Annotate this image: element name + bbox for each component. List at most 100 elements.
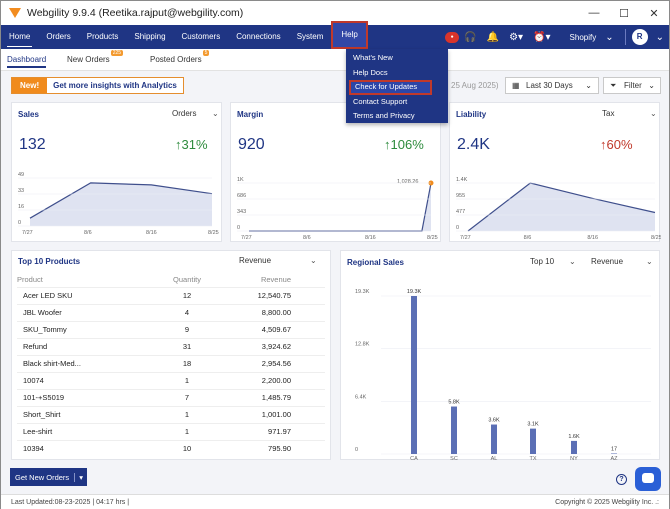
- sales-delta-value: 31%: [181, 137, 208, 152]
- filter-chevron-down-icon: ⌄: [648, 81, 655, 90]
- menu-help-docs[interactable]: Help Docs: [353, 67, 388, 77]
- maximize-button[interactable]: ☐: [619, 7, 629, 20]
- date-range-label: Last 30 Days: [526, 81, 573, 90]
- x-tick-label: AZ: [610, 456, 618, 461]
- bell-icon[interactable]: 🔔: [486, 31, 500, 43]
- menu-check-for-updates[interactable]: Check for Updates: [349, 80, 432, 95]
- cell-revenue: 2,200.00: [227, 371, 325, 389]
- nav-home[interactable]: Home: [1, 25, 38, 49]
- data-label: 3.6K: [488, 418, 500, 424]
- cell-quantity: 1: [147, 405, 227, 423]
- top-products-title: Top 10 Products: [18, 257, 81, 266]
- cell-product: Acer LED SKU: [17, 286, 147, 304]
- nav-system[interactable]: System: [296, 32, 324, 41]
- table-row: 10074 1 2,200.00: [17, 371, 325, 389]
- store-chevron-down-icon[interactable]: ⌄: [605, 31, 614, 43]
- cell-revenue: 795.90: [227, 439, 325, 457]
- x-tick-label: 7/27: [22, 230, 33, 236]
- user-avatar[interactable]: R: [631, 29, 648, 45]
- liability-delta-value: 60%: [606, 137, 633, 152]
- webgility-logo-icon: [9, 7, 21, 19]
- menu-contact-support[interactable]: Contact Support: [353, 96, 408, 106]
- window-title: Webgility 9.9.4 (Reetika.rajput@webgilit…: [27, 7, 244, 19]
- table-row: Lee-shirt 1 971.97: [17, 422, 325, 440]
- close-button[interactable]: ✕: [649, 7, 659, 20]
- date-range-text: 25 Aug 2025): [451, 81, 499, 90]
- top-products-table: Product Quantity Revenue Acer LED SKU 12 1…: [17, 272, 325, 457]
- top-products-chevron-down-icon[interactable]: ⌄: [310, 256, 317, 265]
- regional-metric-chevron-down-icon[interactable]: ⌄: [646, 257, 653, 266]
- x-tick-label: 7/27: [460, 235, 471, 241]
- nav-shipping[interactable]: Shipping: [134, 32, 166, 41]
- nav-help[interactable]: Help: [331, 21, 368, 49]
- settings-icon[interactable]: ⚙▾: [509, 31, 524, 43]
- liability-value: 2.4K: [457, 136, 490, 153]
- avatar-chevron-down-icon[interactable]: ⌄: [655, 31, 664, 43]
- store-selector[interactable]: Shopify: [569, 32, 597, 42]
- headset-icon[interactable]: 🎧: [464, 31, 477, 43]
- analytics-promo[interactable]: New! Get more insights with Analytics: [11, 77, 184, 94]
- cell-quantity: 4: [147, 303, 227, 321]
- y-tick-label: 686: [237, 193, 246, 199]
- get-orders-chevron-down-icon[interactable]: ▾: [74, 472, 87, 482]
- cell-quantity: 12: [147, 286, 227, 304]
- menu-terms-and-privacy[interactable]: Terms and Privacy: [353, 111, 415, 120]
- tab-new-orders[interactable]: New Orders 225: [67, 50, 124, 64]
- last-updated: Last Updated:08-23-2025 | 04:17 hrs |: [11, 499, 130, 506]
- nav-customers[interactable]: Customers: [181, 32, 221, 41]
- new-tag: New!: [12, 78, 48, 93]
- tab-dashboard[interactable]: Dashboard: [7, 55, 47, 68]
- new-feature-badge-icon[interactable]: ●: [445, 31, 460, 43]
- x-tick-label: 8/16: [365, 235, 376, 241]
- regional-top-select[interactable]: Top 10: [530, 257, 555, 266]
- margin-delta: ↑106%: [384, 137, 424, 152]
- regional-top-chevron-down-icon[interactable]: ⌄: [569, 257, 576, 266]
- cell-quantity: 31: [147, 337, 227, 355]
- get-new-orders-label: Get New Orders: [15, 472, 70, 482]
- y-tick-label: 6.4K: [355, 394, 367, 400]
- date-range-select[interactable]: ▦ Last 30 Days ⌄: [505, 77, 599, 94]
- help-dropdown-menu: What's New Help Docs Check for Updates C…: [346, 49, 448, 123]
- regional-metric-select[interactable]: Revenue: [591, 257, 624, 266]
- arrow-up-icon: ↑: [175, 137, 182, 152]
- chat-icon[interactable]: [635, 467, 661, 491]
- y-tick-label: 0: [456, 225, 459, 231]
- calendar-icon: ▦: [512, 81, 520, 90]
- top-products-body: Acer LED SKU 12 12,540.75 JBL Woofer 4 8,800.…: [17, 286, 325, 457]
- x-tick-label: 7/27: [241, 235, 252, 241]
- regional-sales-chart: 19.3K 12.8K 6.4K 0 19.3K CA 5.8K SC 3.6K AL 3.1K TX…: [355, 289, 651, 461]
- cell-product: Lee-shirt: [17, 422, 147, 440]
- y-tick-label: 0: [355, 447, 358, 453]
- date-chevron-down-icon: ⌄: [585, 81, 592, 90]
- help-question-icon[interactable]: ?: [616, 474, 627, 485]
- filter-button[interactable]: ⏷ Filter ⌄: [603, 77, 661, 94]
- cell-revenue: 12,540.75: [227, 286, 325, 304]
- sales-metric-select[interactable]: Orders: [172, 109, 197, 118]
- area-fill: [30, 182, 212, 226]
- data-label: 1.6K: [568, 434, 580, 440]
- table-row: SKU_Tommy 9 4,509.67: [17, 320, 325, 338]
- get-new-orders-button[interactable]: Get New Orders ▾: [10, 468, 87, 486]
- liability-chevron-down-icon[interactable]: ⌄: [650, 109, 657, 118]
- top-products-select[interactable]: Revenue: [239, 256, 272, 265]
- sales-chevron-down-icon[interactable]: ⌄: [212, 109, 219, 118]
- menu-whats-new[interactable]: What's New: [353, 53, 393, 62]
- series-line: [249, 182, 432, 232]
- tab-posted-orders[interactable]: Posted Orders 5: [150, 50, 210, 64]
- cell-quantity: 10: [147, 439, 227, 457]
- nav-orders[interactable]: Orders: [46, 32, 71, 41]
- new-orders-count-badge: 225: [110, 50, 124, 56]
- liability-metric-select[interactable]: Tax: [602, 109, 615, 118]
- data-label: 5.8K: [448, 400, 460, 406]
- nav-connections[interactable]: Connections: [236, 32, 281, 41]
- y-tick-label: 0: [18, 220, 21, 226]
- minimize-button[interactable]: —: [588, 7, 600, 19]
- alarm-clock-icon[interactable]: ⏰▾: [533, 31, 551, 43]
- table-row: 101-+S5019 7 1,485.79: [17, 388, 325, 406]
- y-tick-label: 33: [18, 188, 24, 194]
- y-tick-label: 1.4K: [456, 177, 468, 183]
- x-tick-label: SC: [450, 456, 458, 461]
- data-label: 3.1K: [527, 422, 539, 428]
- nav-products[interactable]: Products: [86, 32, 119, 41]
